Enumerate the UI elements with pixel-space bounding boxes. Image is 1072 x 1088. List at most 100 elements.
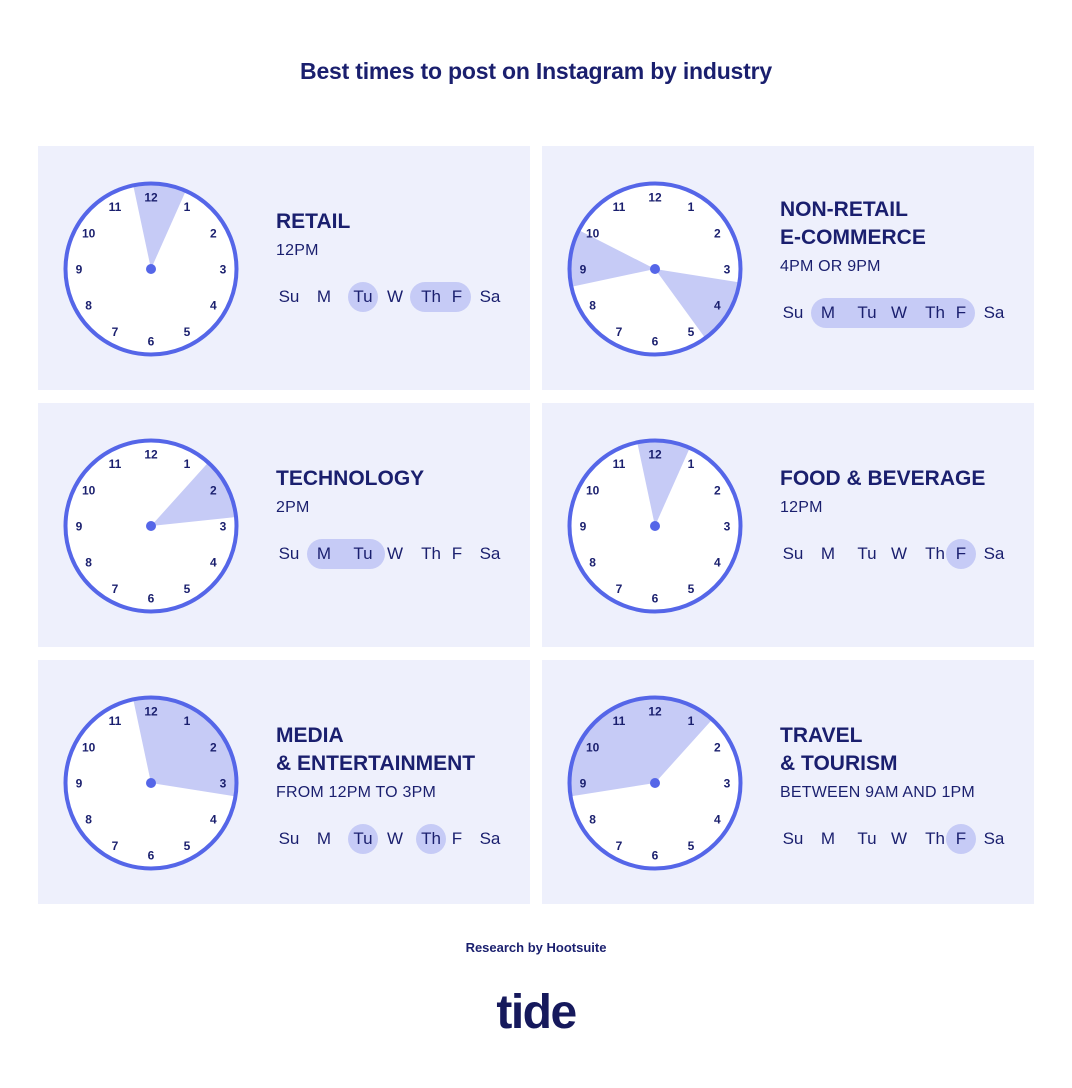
industry-heading: FOOD & BEVERAGE xyxy=(780,467,986,490)
clock-numeral: 7 xyxy=(616,325,623,339)
day-highlight xyxy=(811,298,975,328)
clock-numeral: 9 xyxy=(76,263,83,277)
clock-numeral: 7 xyxy=(112,839,119,853)
day-label: Th xyxy=(421,829,441,848)
day-highlight xyxy=(946,539,976,569)
time-wedge xyxy=(655,269,741,340)
clock-numeral: 4 xyxy=(210,556,217,570)
industry-card: 1 2 3 4 5 6 7 8 9 10 11 12 RETAIL 12PM Su M Tu W Th F Sa xyxy=(38,146,530,390)
day-label: W xyxy=(890,303,908,322)
day-label: Tu xyxy=(857,303,877,322)
clock-numeral: 1 xyxy=(184,714,191,728)
day-label: M xyxy=(316,544,332,563)
industry-info: RETAIL 12PM Su M Tu W Th F Sa xyxy=(276,208,526,312)
clock-numeral: 10 xyxy=(586,227,600,241)
clock-numeral: 6 xyxy=(652,849,659,863)
clock-numeral: 2 xyxy=(210,227,217,241)
day-label: Sa xyxy=(479,544,501,563)
clock-numeral: 3 xyxy=(220,263,227,277)
clock-numeral: 11 xyxy=(109,714,122,728)
industry-heading: NON-RETAIL E-COMMERCE xyxy=(780,198,926,249)
best-time: 2PM xyxy=(276,499,310,516)
best-time: BETWEEN 9AM AND 1PM xyxy=(780,784,975,801)
best-time: 4PM OR 9PM xyxy=(780,258,881,275)
day-label: F xyxy=(955,829,967,848)
clock-numeral: 1 xyxy=(688,714,695,728)
clock-numeral: 1 xyxy=(184,457,191,471)
clock-numeral: 6 xyxy=(148,849,155,863)
clock-numeral: 8 xyxy=(85,813,92,827)
clock-numeral: 12 xyxy=(144,191,158,205)
industry-heading: RETAIL xyxy=(276,210,351,233)
clock-numeral: 4 xyxy=(714,299,721,313)
day-label: W xyxy=(386,287,404,306)
best-time: 12PM xyxy=(276,242,319,259)
day-label: F xyxy=(451,287,463,306)
day-label: Th xyxy=(925,303,945,322)
clock-numeral: 3 xyxy=(724,263,731,277)
weekday-row: Su M Tu W Th F Sa xyxy=(780,539,1030,569)
industry-info: TECHNOLOGY 2PM Su M Tu W Th F Sa xyxy=(276,465,526,569)
weekday-row: Su M Tu W Th F Sa xyxy=(780,824,1030,854)
day-label: Su xyxy=(278,544,300,563)
clock-numeral: 11 xyxy=(613,200,626,214)
clock-numeral: 6 xyxy=(148,592,155,606)
page-title: Best times to post on Instagram by indus… xyxy=(300,58,772,84)
day-label: Su xyxy=(278,287,300,306)
clock-numeral: 8 xyxy=(85,299,92,313)
day-label: Su xyxy=(782,303,804,322)
day-label: Tu xyxy=(857,829,877,848)
industry-info: TRAVEL & TOURISM BETWEEN 9AM AND 1PM Su M Tu… xyxy=(780,722,1030,854)
clock-numeral: 2 xyxy=(210,484,217,498)
clock-numeral: 4 xyxy=(714,813,721,827)
clock-numeral: 1 xyxy=(184,200,191,214)
clock-numeral: 5 xyxy=(688,839,695,853)
clock-numeral: 11 xyxy=(613,457,626,471)
industry-card: 1 2 3 4 5 6 7 8 9 10 11 12 FOOD & BEVERAGE 12PM Su M Tu W… xyxy=(542,403,1034,647)
industry-card: 1 2 3 4 5 6 7 8 9 10 11 12 NON-RETAIL E-COMMERCE 4PM … xyxy=(542,146,1034,390)
clock-numeral: 9 xyxy=(76,520,83,534)
clock-numeral: 11 xyxy=(109,457,122,471)
day-label: Su xyxy=(782,829,804,848)
clock-numeral: 12 xyxy=(144,705,158,719)
clock-numeral: 9 xyxy=(580,520,587,534)
clock-numeral: 12 xyxy=(648,191,662,205)
tide-logo: tide xyxy=(496,986,577,1039)
industry-heading: TRAVEL & TOURISM xyxy=(780,724,898,775)
day-label: Sa xyxy=(983,829,1005,848)
clock-numeral: 3 xyxy=(220,777,227,791)
weekday-row: Su M Tu W Th F Sa xyxy=(276,282,526,312)
clock-numeral: 7 xyxy=(112,325,119,339)
industry-info: MEDIA & ENTERTAINMENT FROM 12PM TO 3PM Su M… xyxy=(276,722,526,854)
day-label: Th xyxy=(421,544,441,563)
clock-numeral: 6 xyxy=(652,592,659,606)
clock-numeral: 2 xyxy=(210,741,217,755)
day-label: Tu xyxy=(353,829,373,848)
clock-numeral: 11 xyxy=(109,200,122,214)
day-label: M xyxy=(820,829,836,848)
day-highlight xyxy=(348,824,378,854)
industry-card: 1 2 3 4 5 6 7 8 9 10 11 12 MEDIA & ENTERTAINMENT FROM… xyxy=(38,660,530,904)
day-label: M xyxy=(316,829,332,848)
industry-card: 1 2 3 4 5 6 7 8 9 10 11 12 TRAVEL & TOURISM BETWEEN 9… xyxy=(542,660,1034,904)
day-highlight xyxy=(348,282,378,312)
day-label: M xyxy=(820,303,836,322)
clock-numeral: 12 xyxy=(144,448,158,462)
day-label: M xyxy=(316,287,332,306)
clock-numeral: 5 xyxy=(688,325,695,339)
clock-numeral: 8 xyxy=(589,813,596,827)
clock-numeral: 2 xyxy=(714,741,721,755)
day-label: Sa xyxy=(479,829,501,848)
weekday-row: Su M Tu W Th F Sa xyxy=(780,298,1030,328)
day-label: Tu xyxy=(857,544,877,563)
day-label: Sa xyxy=(983,544,1005,563)
time-wedge xyxy=(636,439,691,526)
industry-info: FOOD & BEVERAGE 12PM Su M Tu W Th F Sa xyxy=(780,465,1030,569)
clock-numeral: 12 xyxy=(648,705,662,719)
day-label: F xyxy=(451,544,463,563)
best-time: FROM 12PM TO 3PM xyxy=(276,784,436,801)
clock-numeral: 9 xyxy=(76,777,83,791)
